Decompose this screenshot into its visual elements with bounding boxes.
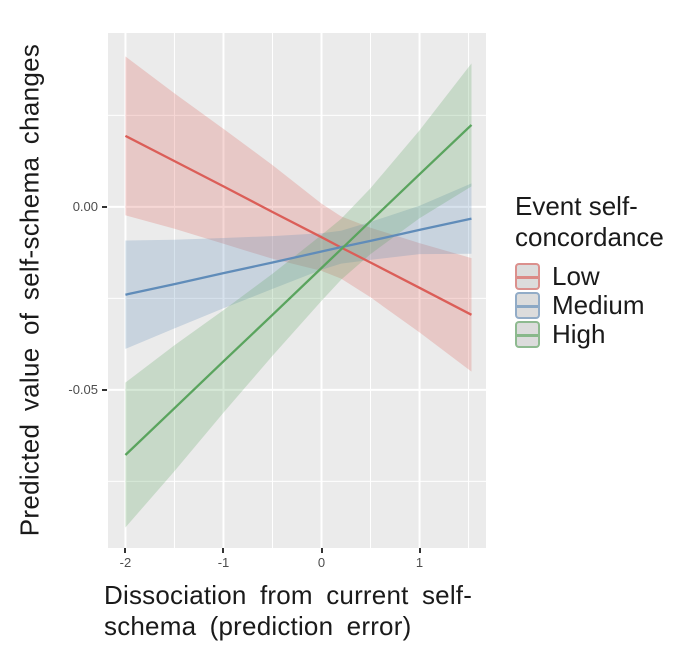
x-axis-title-line1: Dissociation from current self-: [104, 580, 473, 610]
trend-line-medium: [125, 217, 472, 296]
x-tick-label: 0: [317, 555, 326, 570]
trend-line-low: [124, 134, 473, 316]
legend-items: Low Medium High: [515, 262, 664, 349]
x-tick-mark: [418, 548, 421, 553]
y-tick-label: 0.00: [72, 198, 98, 214]
trend-line-high: [124, 124, 473, 456]
x-axis-title: Dissociation from current self- schema (…: [104, 580, 472, 642]
y-tick-mark: [102, 205, 107, 208]
legend-item-high: High: [515, 320, 664, 349]
x-tick-label: -2: [119, 555, 132, 570]
x-tick-mark: [124, 548, 127, 553]
x-tick-mark: [222, 548, 225, 553]
legend-key-icon: [515, 321, 540, 348]
plot-canvas: [108, 33, 486, 548]
y-tick-label: -0.05: [68, 381, 98, 397]
x-axis-title-line2: schema (prediction error): [104, 611, 412, 641]
x-tick-label: -1: [217, 555, 230, 570]
legend-item-low: Low: [515, 262, 664, 291]
legend-item-medium: Medium: [515, 291, 664, 320]
legend-title: Event self- concordance: [515, 191, 664, 253]
legend-key-line-icon: [517, 304, 538, 308]
confidence-band-medium: [125, 183, 472, 349]
legend: Event self- concordance Low Medium High: [515, 191, 664, 349]
legend-item-label: Low: [552, 261, 600, 291]
plot-panel: [108, 33, 486, 548]
y-axis-title: Predicted value of self-schema changes: [14, 43, 45, 537]
x-tick-mark: [320, 548, 323, 553]
x-tick-label: 1: [415, 555, 424, 570]
legend-item-label: Medium: [552, 290, 645, 320]
legend-key-line-icon: [517, 333, 538, 337]
confidence-band-low: [125, 56, 472, 372]
legend-key-line-icon: [517, 275, 538, 279]
y-tick-mark: [102, 388, 107, 391]
legend-key-icon: [515, 263, 540, 290]
legend-key-icon: [515, 292, 540, 319]
legend-title-line2: concordance: [515, 222, 664, 252]
confidence-band-high: [125, 63, 472, 528]
legend-title-line1: Event self-: [515, 191, 638, 221]
legend-item-label: High: [552, 319, 606, 349]
